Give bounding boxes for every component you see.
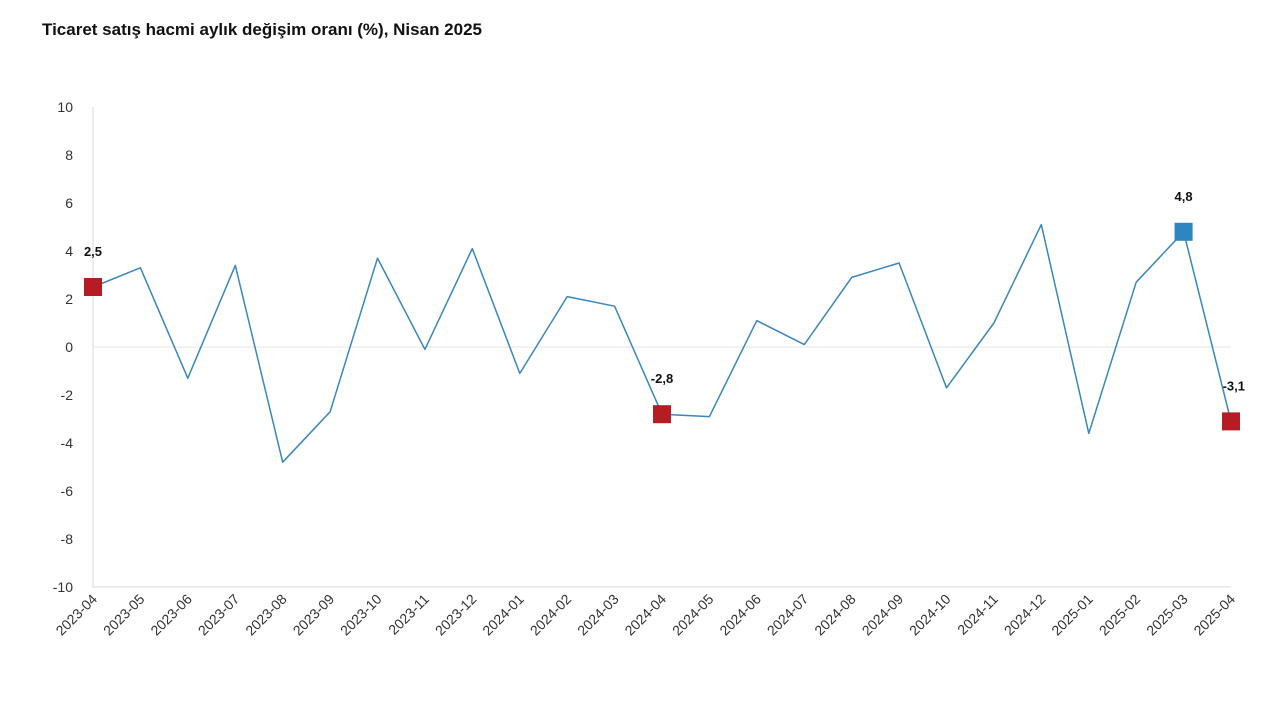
x-tick-label: 2025-01 (1048, 591, 1096, 639)
data-label: 4,8 (1175, 189, 1193, 204)
x-tick-labels: 2023-04 2023-05 2023-06 2023-07 2023-08 2023-… (52, 591, 1238, 639)
x-tick-label: 2024-05 (669, 591, 717, 639)
data-label: -2,8 (651, 371, 673, 386)
x-tick-label: 2024-07 (764, 591, 812, 639)
x-tick-label: 2023-12 (432, 591, 480, 639)
chart-axes (92, 107, 1231, 588)
y-tick-labels: 10 8 6 4 2 0 -2 -4 -6 -8 -10 (53, 99, 73, 595)
highlight-marker (84, 278, 102, 296)
x-tick-label: 2025-03 (1143, 591, 1191, 639)
series-line (92, 223, 1232, 463)
x-tick-label: 2025-02 (1096, 591, 1144, 639)
x-tick-label: 2023-09 (290, 591, 338, 639)
x-tick-label: 2023-05 (100, 591, 148, 639)
y-tick-label: 0 (65, 339, 73, 355)
x-tick-label: 2023-06 (147, 591, 195, 639)
data-series (92, 223, 1232, 463)
x-tick-label: 2024-03 (574, 591, 622, 639)
y-tick-label: -8 (61, 531, 74, 547)
x-tick-label: 2023-08 (242, 591, 290, 639)
x-tick-label: 2023-04 (52, 591, 100, 639)
chart-title: Ticaret satış hacmi aylık değişim oranı … (42, 20, 482, 39)
x-tick-label: 2024-12 (1001, 591, 1049, 639)
x-tick-label: 2025-04 (1190, 591, 1238, 639)
y-tick-label: 6 (65, 195, 73, 211)
y-tick-label: -6 (61, 483, 74, 499)
y-tick-label: -2 (61, 387, 74, 403)
data-label: 2,5 (84, 244, 102, 259)
highlight-marker (653, 405, 671, 424)
y-tick-label: 4 (65, 243, 73, 259)
x-tick-label: 2024-02 (527, 591, 575, 639)
y-tick-label: 8 (65, 147, 73, 163)
y-tick-label: 10 (57, 99, 73, 115)
highlight-marker (1174, 222, 1193, 241)
x-tick-label: 2024-04 (621, 591, 669, 639)
x-tick-label: 2024-08 (811, 591, 859, 639)
x-tick-label: 2024-10 (906, 591, 954, 639)
x-tick-label: 2024-06 (716, 591, 764, 639)
highlight-marker (1222, 412, 1240, 431)
highlight-markers (84, 222, 1240, 431)
data-labels: 2,5 -2,8 4,8 -3,1 (84, 189, 1245, 394)
x-tick-label: 2024-09 (859, 591, 907, 639)
data-label: -3,1 (1223, 378, 1245, 393)
y-tick-label: -4 (61, 435, 74, 451)
y-tick-label: -10 (53, 579, 73, 595)
x-tick-label: 2023-11 (385, 591, 432, 638)
x-tick-label: 2023-10 (337, 591, 385, 639)
y-tick-label: 2 (65, 291, 73, 307)
x-tick-label: 2023-07 (195, 591, 243, 639)
x-tick-label: 2024-11 (954, 591, 1001, 638)
x-tick-label: 2024-01 (479, 591, 527, 639)
